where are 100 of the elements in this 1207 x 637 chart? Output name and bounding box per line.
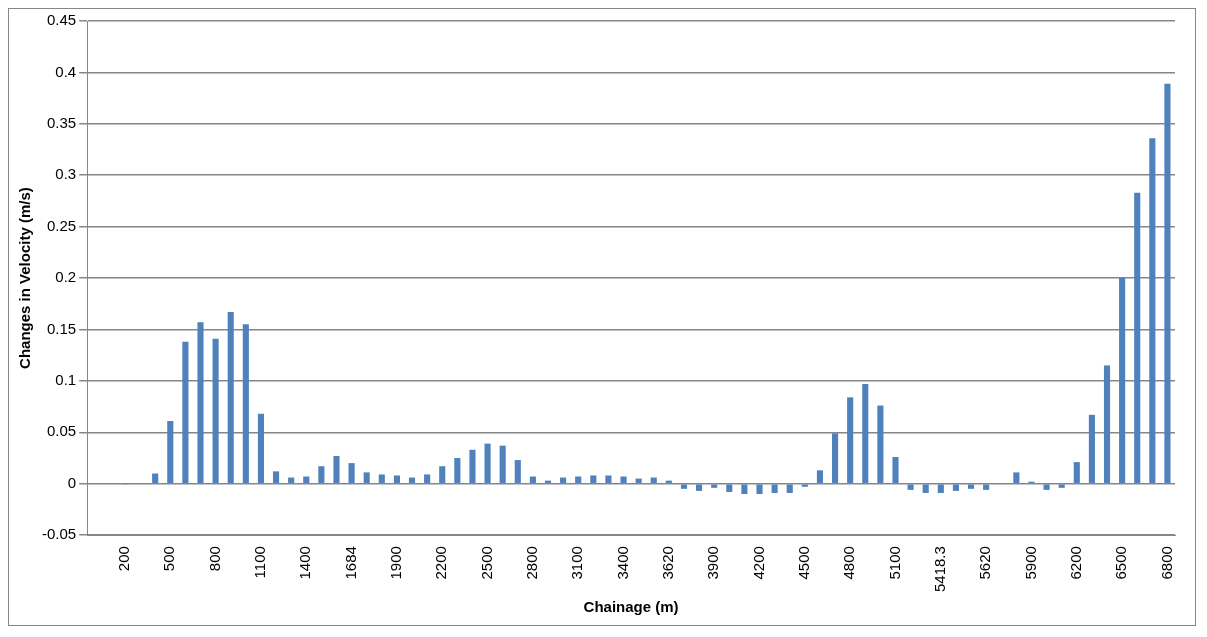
bar <box>650 477 657 483</box>
y-tick-label: 0.35 <box>46 113 77 131</box>
x-tick-label: 3620 <box>659 546 677 580</box>
x-tick-label: 4500 <box>794 546 812 580</box>
bar <box>741 484 748 494</box>
y-tick-label: 0.45 <box>46 11 77 29</box>
bar <box>514 460 521 483</box>
bar <box>393 475 400 483</box>
bar <box>227 311 234 483</box>
x-axis-title: Chainage (m) <box>583 598 679 616</box>
bar <box>197 322 204 483</box>
bar <box>1013 472 1020 483</box>
bar <box>726 484 733 492</box>
bar <box>801 484 808 487</box>
bar <box>771 484 778 493</box>
x-tick-label: 1100 <box>251 546 269 579</box>
x-tick-label: 1400 <box>296 546 314 580</box>
bar <box>212 338 219 483</box>
bar <box>288 477 295 483</box>
bar <box>1164 83 1171 483</box>
bar <box>892 456 899 483</box>
bar <box>439 466 446 483</box>
bar <box>560 477 567 483</box>
x-tick-label: 6800 <box>1157 546 1175 580</box>
x-tick-label: 5418.3 <box>930 546 948 593</box>
x-tick-label: 800 <box>205 546 223 572</box>
bar <box>680 484 688 489</box>
bar <box>454 458 461 483</box>
bar <box>242 324 249 483</box>
bar <box>1134 192 1141 483</box>
bar <box>529 476 536 483</box>
bar <box>469 449 476 483</box>
bar <box>167 420 174 483</box>
bar <box>257 413 264 483</box>
bar <box>1088 414 1095 483</box>
x-tick-label: 5900 <box>1021 546 1039 580</box>
x-tick-label: 3400 <box>613 546 631 580</box>
bar <box>756 484 763 494</box>
x-tick-label: 6200 <box>1066 546 1084 580</box>
y-tick-label: 0.2 <box>55 268 77 286</box>
bar <box>484 443 491 483</box>
x-tick-label: 1684 <box>341 546 359 580</box>
bar <box>408 477 416 483</box>
x-tick-label: 2500 <box>477 546 495 580</box>
bar <box>1058 484 1065 488</box>
x-tick-label: 500 <box>160 546 178 572</box>
bar <box>424 474 431 483</box>
bar <box>1103 365 1111 483</box>
bar <box>499 445 506 483</box>
y-tick-label: 0 <box>67 473 77 491</box>
y-tick-label: 0.05 <box>46 422 77 440</box>
bar <box>862 383 869 483</box>
y-axis-title: Changes in Velocity (m/s) <box>16 187 34 369</box>
bar <box>620 476 627 483</box>
bar <box>952 484 959 491</box>
bar <box>922 484 929 493</box>
bar <box>967 484 975 489</box>
bar <box>1073 462 1080 483</box>
bar <box>907 484 914 490</box>
bar <box>272 471 280 483</box>
bar <box>877 405 884 483</box>
bar <box>937 484 944 493</box>
bar <box>832 433 839 483</box>
x-tick-label: 5620 <box>976 546 994 580</box>
x-tick-label: 3100 <box>568 546 586 580</box>
y-tick-label: -0.05 <box>41 525 77 543</box>
bar <box>152 473 159 483</box>
bar <box>182 341 189 483</box>
bar <box>303 476 310 483</box>
y-tick-label: 0.1 <box>55 371 77 389</box>
y-tick-label: 0.4 <box>55 62 77 80</box>
y-tick-label: 0.3 <box>55 165 77 183</box>
bar <box>605 475 612 483</box>
x-tick-label: 4200 <box>749 546 767 580</box>
bar <box>363 472 370 483</box>
x-tick-label: 6500 <box>1112 546 1130 580</box>
bar <box>816 470 824 483</box>
x-tick-label: 4800 <box>840 546 858 580</box>
x-tick-label: 200 <box>115 546 133 572</box>
bar <box>333 455 340 483</box>
y-tick-label: 0.25 <box>46 216 77 234</box>
bar <box>1043 484 1050 490</box>
bar <box>696 484 703 491</box>
bar <box>711 484 718 488</box>
bar <box>847 397 854 483</box>
x-tick-label: 2800 <box>523 546 541 580</box>
y-tick-label: 0.15 <box>46 319 77 337</box>
x-tick-label: 1900 <box>387 546 405 580</box>
bar <box>318 466 325 483</box>
bar <box>378 474 385 483</box>
bar <box>348 463 355 483</box>
bar <box>983 484 990 490</box>
bar <box>575 476 582 483</box>
bar <box>1149 138 1156 483</box>
x-tick-label: 3900 <box>704 546 722 580</box>
bar <box>1119 278 1126 483</box>
x-tick-label: 5100 <box>885 546 903 580</box>
bar <box>590 475 597 483</box>
x-tick-label: 2200 <box>432 546 450 580</box>
bar <box>786 484 793 493</box>
